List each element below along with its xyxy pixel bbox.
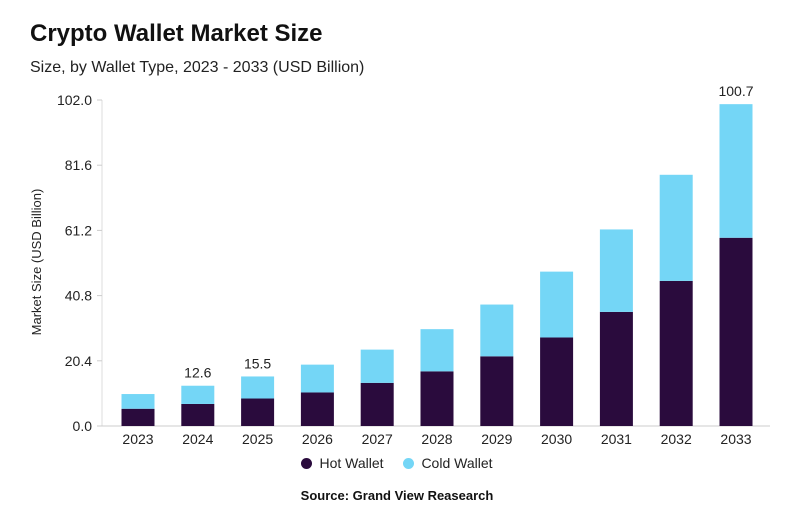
bar-cold-wallet-2029 xyxy=(480,304,514,357)
x-tick-label: 2023 xyxy=(122,431,153,447)
bar-hot-wallet-2026 xyxy=(300,392,334,426)
x-tick-label: 2028 xyxy=(421,431,452,447)
bar-hot-wallet-2029 xyxy=(480,356,514,426)
y-axis-label: Market Size (USD Billion) xyxy=(29,189,44,336)
y-tick-label: 61.2 xyxy=(65,222,92,238)
chart-title: Crypto Wallet Market Size xyxy=(30,20,323,47)
x-tick-label: 2026 xyxy=(302,431,333,447)
legend-swatch xyxy=(403,457,415,469)
bar-cold-wallet-2023 xyxy=(121,394,155,409)
x-tick-label: 2033 xyxy=(720,431,751,447)
y-tick-label: 81.6 xyxy=(65,157,92,173)
x-tick-label: 2029 xyxy=(481,431,512,447)
bar-chart: 0.0 20.4 40.8 61.2 81.6 102.0 Market Size (USD… xyxy=(29,83,770,447)
bar-hot-wallet-2028 xyxy=(420,371,454,426)
data-label: 100.7 xyxy=(718,83,753,99)
y-tick-label: 20.4 xyxy=(65,353,92,369)
chart-subtitle: Size, by Wallet Type, 2023 - 2033 (USD B… xyxy=(30,59,365,76)
bar-hot-wallet-2025 xyxy=(241,398,275,426)
y-tick-label: 40.8 xyxy=(65,288,92,304)
bar-hot-wallet-2033 xyxy=(719,237,753,426)
legend-item-cold-wallet[interactable]: Cold Wallet xyxy=(403,455,493,471)
bar-hot-wallet-2031 xyxy=(599,311,633,426)
legend-label: Hot Wallet xyxy=(319,455,384,471)
data-label: 15.5 xyxy=(244,355,271,371)
source-note: Source: Grand View Reasearch xyxy=(300,488,494,503)
bar-cold-wallet-2028 xyxy=(420,329,454,372)
bar-cold-wallet-2025 xyxy=(241,376,275,399)
legend-item-hot-wallet[interactable]: Hot Wallet xyxy=(301,455,384,471)
bar-cold-wallet-2027 xyxy=(360,349,394,383)
y-tick-label: 0.0 xyxy=(73,418,93,434)
bar-hot-wallet-2023 xyxy=(121,408,155,426)
bar-hot-wallet-2030 xyxy=(540,337,574,426)
bar-hot-wallet-2027 xyxy=(360,382,394,426)
legend-label: Cold Wallet xyxy=(421,455,493,471)
bar-hot-wallet-2032 xyxy=(659,280,693,426)
x-tick-label: 2027 xyxy=(362,431,393,447)
bar-cold-wallet-2033 xyxy=(719,104,753,238)
x-tick-label: 2030 xyxy=(541,431,572,447)
bar-hot-wallet-2024 xyxy=(181,403,215,426)
x-tick-label: 2031 xyxy=(601,431,632,447)
legend-swatch xyxy=(301,457,313,469)
data-label: 12.6 xyxy=(184,365,211,381)
bar-cold-wallet-2024 xyxy=(181,385,215,404)
x-tick-label: 2025 xyxy=(242,431,273,447)
x-tick-label: 2024 xyxy=(182,431,213,447)
bar-cold-wallet-2031 xyxy=(599,229,633,312)
x-tick-label: 2032 xyxy=(661,431,692,447)
legend: Hot Wallet Cold Wallet xyxy=(0,455,794,472)
bar-cold-wallet-2030 xyxy=(540,271,574,338)
bar-cold-wallet-2032 xyxy=(659,174,693,281)
y-tick-label: 102.0 xyxy=(57,92,92,108)
bar-cold-wallet-2026 xyxy=(300,364,334,393)
